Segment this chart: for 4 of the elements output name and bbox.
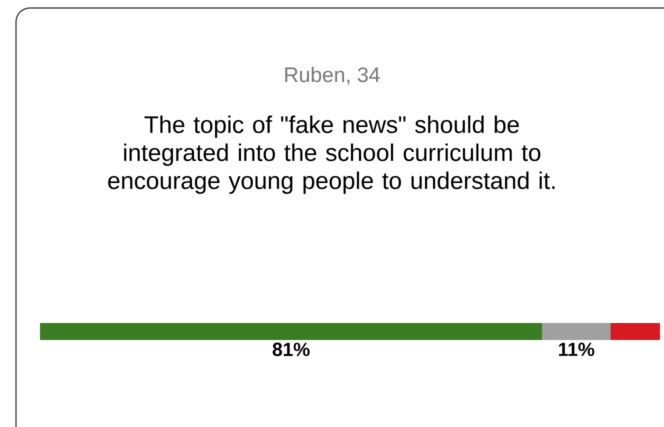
data-label: 11% — [559, 342, 594, 356]
chart-title: Ruben, 34 — [285, 66, 380, 85]
data-label: 81% — [272, 342, 310, 356]
chart-subtitle: The topic of "fake news" should be integrated into the school curriculum to encourage young people to understand it. — [108, 116, 555, 194]
